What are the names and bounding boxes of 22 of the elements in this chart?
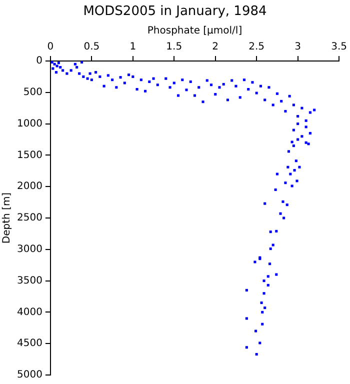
y-tick-label: 3000 bbox=[16, 244, 42, 255]
x-tick-label: 3.5 bbox=[331, 42, 347, 53]
y-tick-label: 5000 bbox=[16, 370, 42, 381]
chart-title: MODS2005 in January, 1984 bbox=[82, 4, 268, 19]
x-tick-label: 2.5 bbox=[248, 42, 265, 53]
y-tick-label: 2500 bbox=[16, 212, 42, 224]
x-tick-label: 3 bbox=[294, 42, 302, 53]
y-tick-label: 500 bbox=[23, 86, 42, 98]
x-axis-title: Phosphate [µmol/l] bbox=[147, 26, 242, 37]
y-tick-label: 4000 bbox=[16, 306, 42, 318]
y-axis-title: Depth [m] bbox=[2, 192, 13, 244]
y-tick-label: 4500 bbox=[16, 338, 42, 350]
x-tick-label: 0 bbox=[47, 42, 54, 53]
y-tick-label: 2000 bbox=[16, 181, 42, 192]
x-tick-label: 1 bbox=[130, 42, 136, 53]
x-tick-label: 1.5 bbox=[166, 42, 182, 53]
x-tick-label: 2 bbox=[212, 42, 219, 53]
y-tick-label: 1000 bbox=[16, 118, 42, 130]
y-tick-label: 1500 bbox=[16, 150, 42, 161]
y-tick-label: 0 bbox=[36, 56, 42, 67]
y-tick-label: 3500 bbox=[16, 275, 42, 286]
x-tick-label: 0.5 bbox=[84, 42, 100, 53]
